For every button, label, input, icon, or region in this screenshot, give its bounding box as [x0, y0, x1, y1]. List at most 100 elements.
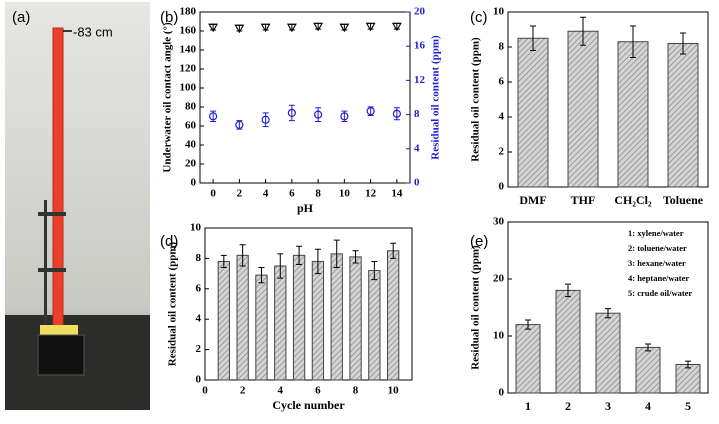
- bar: [555, 289, 581, 394]
- y2-axis-label: Residual oil content (ppm): [430, 35, 442, 160]
- y-tick-label: 10: [493, 330, 505, 342]
- y-tick-label: 2: [499, 146, 505, 158]
- y-tick-label: 4: [499, 111, 505, 123]
- bar: [349, 256, 362, 381]
- error-bar: [277, 253, 284, 279]
- x-tick-label: 3: [605, 399, 611, 413]
- y-tick-label: 40: [185, 139, 197, 151]
- bar: [274, 265, 287, 381]
- x-tick-label: 4: [263, 188, 269, 200]
- marker: [391, 22, 402, 32]
- panel-label: (b): [160, 9, 178, 26]
- x-axis-label: pH: [297, 201, 314, 215]
- bar: [236, 254, 249, 381]
- bar: [387, 250, 400, 381]
- bar: [635, 346, 661, 394]
- bar: [567, 30, 599, 188]
- bar: [617, 41, 649, 188]
- x-tick-label: THF: [571, 193, 596, 207]
- x-tick-label: DMF: [519, 193, 546, 207]
- x-tick-label: 6: [315, 385, 321, 397]
- bar: [311, 260, 325, 381]
- marker: [287, 108, 296, 117]
- x-tick-label: 12: [365, 188, 377, 200]
- bar: [330, 253, 343, 381]
- marker: [314, 110, 323, 119]
- panel-label: (a): [12, 9, 30, 26]
- y-tick-label: 8: [196, 252, 202, 264]
- x-tick-label: 14: [391, 188, 403, 200]
- marker: [208, 23, 219, 33]
- filter: [40, 325, 78, 335]
- bar: [255, 274, 268, 381]
- bar: [368, 270, 381, 381]
- y-tick-label: 0: [499, 387, 505, 399]
- bar: [667, 43, 699, 188]
- error-bar: [565, 283, 571, 298]
- annotation: 2: toluene/water: [628, 243, 687, 253]
- y2-tick-label: 20: [414, 6, 426, 18]
- clamp: [38, 268, 66, 272]
- y-axis-label: Residual oil content (ppm): [470, 37, 482, 162]
- error-bar: [239, 244, 246, 267]
- marker: [313, 22, 324, 32]
- panel-label: (d): [160, 233, 178, 250]
- x-tick-label: 2: [237, 188, 243, 200]
- marker: [260, 23, 271, 33]
- error-bar: [258, 267, 265, 284]
- error-bar: [296, 245, 303, 265]
- base: [37, 334, 85, 376]
- y-tick-label: 80: [185, 101, 197, 113]
- error-bar: [220, 254, 227, 269]
- error-bar: [367, 106, 374, 116]
- marker: [261, 115, 270, 124]
- bar: [675, 364, 701, 394]
- marker: [365, 22, 376, 32]
- error-bar: [645, 343, 651, 352]
- y-tick-label: 160: [180, 25, 197, 37]
- plot-frame: [507, 11, 709, 188]
- height-annotation: -83 cm: [73, 24, 113, 39]
- y-tick-label: 6: [499, 76, 505, 88]
- annotation: 4: heptane/water: [628, 273, 689, 283]
- x-tick-label: Toluene: [663, 193, 704, 207]
- stand-rod: [44, 200, 47, 350]
- panel-label: (e): [470, 233, 488, 250]
- error-bar: [580, 16, 586, 46]
- y2-tick-label: 8: [414, 108, 420, 120]
- red-tube: [52, 27, 64, 329]
- panel-label: (c): [470, 9, 488, 26]
- y-tick-label: 100: [180, 82, 197, 94]
- y-tick-label: 140: [180, 44, 197, 56]
- error-bar: [314, 248, 321, 275]
- bar: [217, 260, 230, 381]
- y2-tick-label: 4: [414, 142, 420, 154]
- y-tick-label: 20: [493, 273, 505, 285]
- x-tick-label: 8: [315, 188, 321, 200]
- marker: [286, 23, 297, 33]
- y-tick-label: 6: [196, 282, 202, 294]
- y-tick-label: 10: [493, 6, 505, 18]
- marker: [209, 112, 218, 121]
- y-tick-label: 4: [196, 313, 202, 325]
- y-tick-label: 180: [180, 6, 197, 18]
- error-bar: [393, 107, 400, 121]
- x-tick-label: 2: [565, 399, 571, 413]
- y-tick-label: 0: [196, 374, 202, 386]
- marker: [366, 107, 375, 116]
- error-bar: [530, 25, 536, 51]
- marker: [392, 109, 401, 118]
- x-tick-label: 8: [353, 385, 359, 397]
- x-tick-label: CH₂Cl₂: [614, 193, 652, 207]
- y-tick-label: 2: [196, 343, 202, 355]
- y-axis-label: Residual oil content (ppm): [470, 245, 482, 370]
- error-bar: [371, 260, 378, 281]
- plot-frame: [199, 11, 411, 184]
- bar: [515, 324, 541, 394]
- y-tick-label: 30: [493, 216, 505, 228]
- error-bar: [236, 120, 243, 130]
- error-bar: [680, 32, 686, 55]
- y2-tick-label: 0: [414, 177, 420, 189]
- error-bar: [333, 239, 340, 269]
- x-tick-label: 10: [339, 188, 351, 200]
